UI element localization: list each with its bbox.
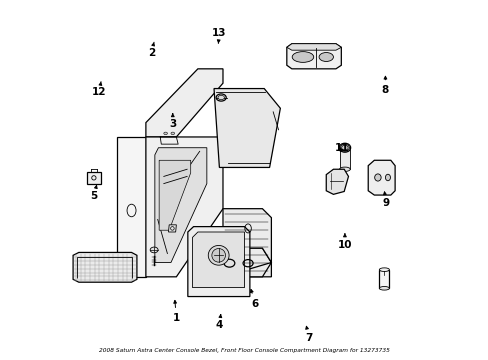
Bar xyxy=(379,270,388,288)
Polygon shape xyxy=(73,252,137,282)
Polygon shape xyxy=(192,232,244,288)
Ellipse shape xyxy=(218,95,224,100)
Text: 10: 10 xyxy=(337,234,351,249)
Polygon shape xyxy=(145,137,223,277)
Polygon shape xyxy=(204,248,271,277)
Polygon shape xyxy=(145,69,223,137)
Polygon shape xyxy=(325,169,348,194)
Ellipse shape xyxy=(339,167,349,171)
Polygon shape xyxy=(286,44,341,50)
Polygon shape xyxy=(214,89,280,167)
Ellipse shape xyxy=(379,287,388,290)
Text: 2: 2 xyxy=(147,42,155,58)
Ellipse shape xyxy=(163,132,167,135)
Text: 4: 4 xyxy=(215,314,223,330)
Text: 1: 1 xyxy=(172,300,180,323)
Ellipse shape xyxy=(319,53,333,62)
Text: 7: 7 xyxy=(305,326,312,343)
Ellipse shape xyxy=(374,174,380,181)
Ellipse shape xyxy=(211,248,225,262)
Text: 2008 Saturn Astra Center Console Bezel, Front Floor Console Compartment Diagram : 2008 Saturn Astra Center Console Bezel, … xyxy=(99,348,389,353)
Ellipse shape xyxy=(171,132,174,135)
Polygon shape xyxy=(286,44,341,69)
Polygon shape xyxy=(168,225,176,232)
Text: 11: 11 xyxy=(334,143,349,153)
Text: 12: 12 xyxy=(92,82,106,97)
Polygon shape xyxy=(155,148,206,262)
Text: 6: 6 xyxy=(250,289,258,309)
Ellipse shape xyxy=(150,247,158,253)
Polygon shape xyxy=(223,209,271,277)
Ellipse shape xyxy=(385,174,389,181)
Ellipse shape xyxy=(379,268,388,271)
Ellipse shape xyxy=(208,246,228,265)
Ellipse shape xyxy=(292,51,313,62)
Polygon shape xyxy=(117,137,145,277)
Text: 5: 5 xyxy=(90,185,97,201)
Text: 13: 13 xyxy=(212,28,226,44)
Ellipse shape xyxy=(339,143,350,152)
Polygon shape xyxy=(367,160,394,195)
Ellipse shape xyxy=(340,144,349,151)
Text: 9: 9 xyxy=(382,192,389,208)
FancyBboxPatch shape xyxy=(86,172,101,184)
Ellipse shape xyxy=(341,145,347,150)
Text: 3: 3 xyxy=(169,114,176,129)
Polygon shape xyxy=(159,160,190,230)
Polygon shape xyxy=(187,226,249,297)
Bar xyxy=(339,148,349,169)
Text: 8: 8 xyxy=(381,76,388,95)
